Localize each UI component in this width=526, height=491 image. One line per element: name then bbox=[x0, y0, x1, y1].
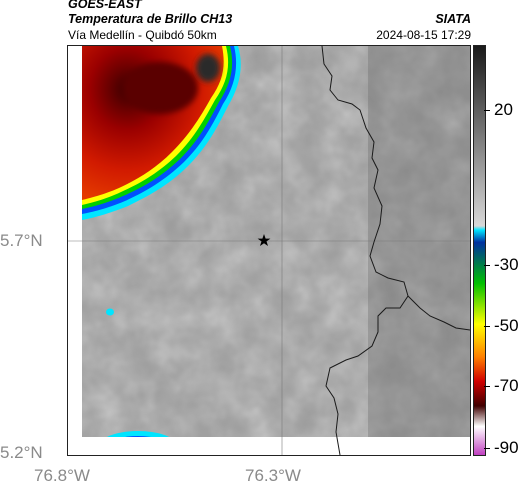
colorbar-tick bbox=[484, 265, 490, 266]
lat-label-5-2: 5.2°N bbox=[0, 443, 43, 462]
lon-label-76-3: 76.3°W bbox=[245, 466, 301, 485]
colorbar-label-neg50: -50 bbox=[494, 316, 519, 335]
lon-label-76-8: 76.8°W bbox=[34, 466, 90, 485]
colorbar-label-20: 20 bbox=[494, 100, 513, 119]
cold-spot bbox=[106, 308, 114, 316]
organization-label: SIATA bbox=[435, 12, 471, 26]
colorbar-tick bbox=[484, 448, 490, 449]
department-boundary-east bbox=[407, 295, 470, 331]
star-icon[interactable] bbox=[257, 234, 271, 246]
timestamp-label: 2024-08-15 17:29 bbox=[376, 28, 471, 42]
colorbar-tick bbox=[484, 386, 490, 387]
department-boundary bbox=[321, 46, 409, 455]
satellite-title: GOES-EAST bbox=[68, 0, 142, 11]
satellite-map[interactable] bbox=[67, 45, 471, 456]
storm-cell-north bbox=[82, 46, 241, 220]
product-title: Temperatura de Brillo CH13 bbox=[68, 12, 233, 26]
route-label: Vía Medellín - Quibdó 50km bbox=[68, 28, 217, 42]
outside-domain-bottom bbox=[68, 437, 470, 455]
colorbar-tick bbox=[484, 110, 490, 111]
colorbar-label-neg70: -70 bbox=[494, 376, 519, 395]
colorbar-tick bbox=[484, 326, 490, 327]
colorbar-label-neg90: -90 bbox=[494, 438, 519, 457]
outside-domain-left bbox=[68, 46, 82, 455]
colorbar bbox=[473, 45, 486, 456]
colorbar-label-neg30: -30 bbox=[494, 255, 519, 274]
darker-east-region bbox=[368, 46, 470, 437]
lat-label-5-7: 5.7°N bbox=[0, 231, 43, 250]
